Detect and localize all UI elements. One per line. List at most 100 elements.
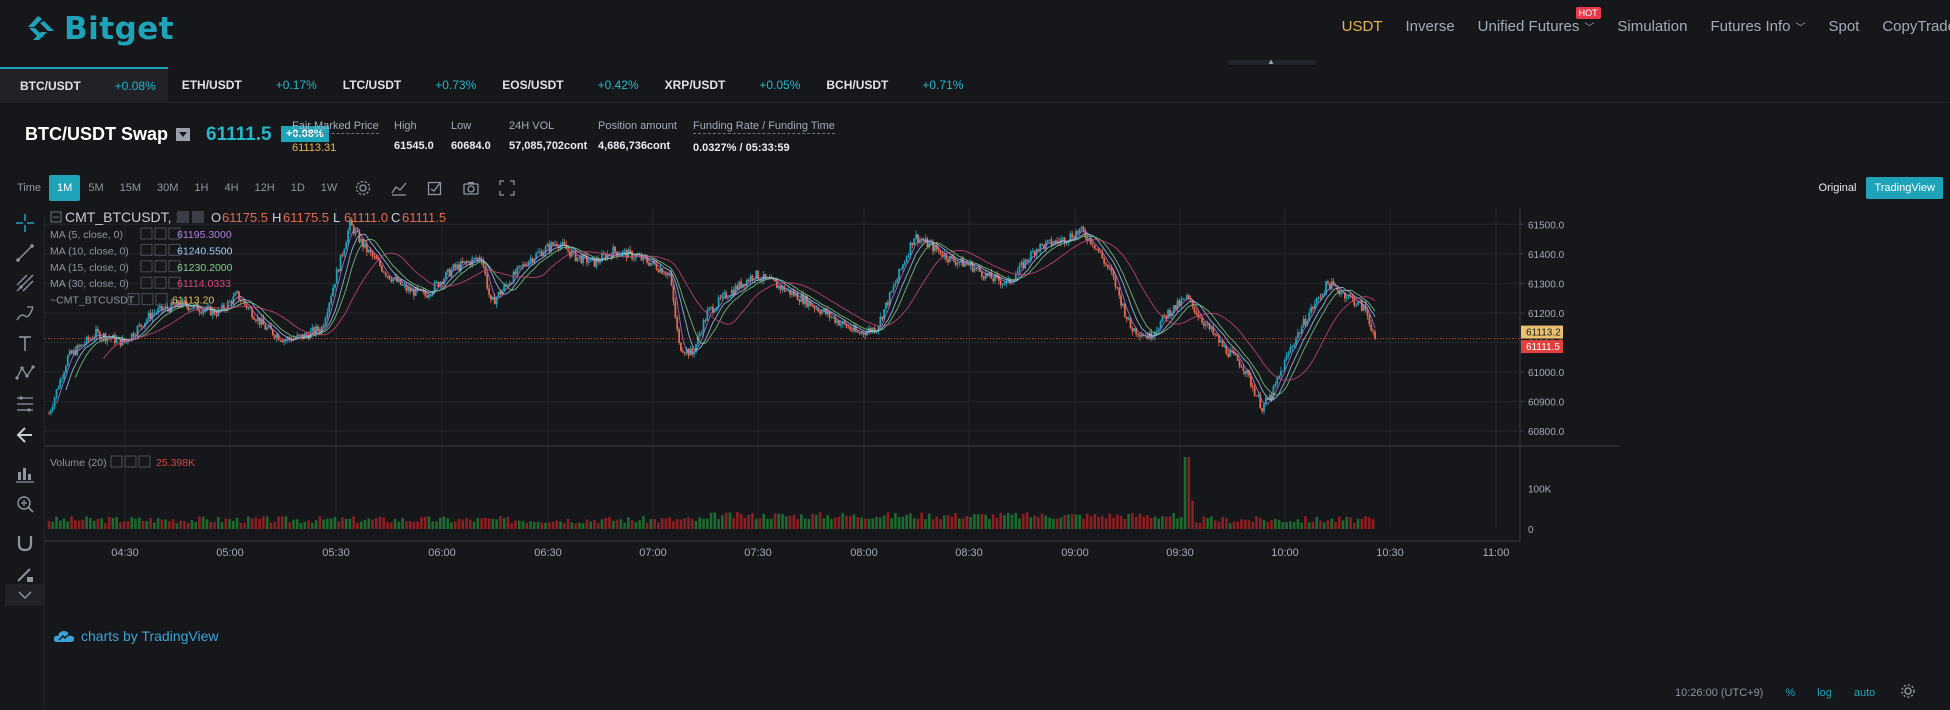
volume-bar bbox=[529, 521, 532, 529]
toolbar-expand-icon[interactable] bbox=[5, 584, 45, 606]
indicator-action-icon[interactable] bbox=[127, 293, 140, 306]
volume-action-icon[interactable] bbox=[124, 455, 137, 468]
candle bbox=[57, 385, 60, 391]
timeframe-30m[interactable]: 30M bbox=[157, 182, 179, 194]
indicator-action-icon[interactable] bbox=[154, 276, 167, 289]
symbol-tab-xrp-usdt[interactable]: XRP/USDT +0.05% bbox=[651, 67, 813, 103]
symbol-tab-btc-usdt[interactable]: BTC/USDT +0.08% bbox=[0, 67, 168, 103]
tradingview-brand[interactable]: charts by TradingView bbox=[53, 628, 218, 644]
nav-item-label: Unified Futures bbox=[1477, 18, 1580, 35]
volume-bar bbox=[604, 517, 608, 529]
legend-action-icon[interactable] bbox=[192, 211, 204, 223]
pattern-icon[interactable] bbox=[11, 360, 39, 388]
candle bbox=[1140, 331, 1143, 339]
candle bbox=[1195, 308, 1198, 316]
symbol-tab-eos-usdt[interactable]: EOS/USDT +0.42% bbox=[488, 67, 650, 103]
volume-bar bbox=[89, 518, 92, 529]
symbol-tab-eth-usdt[interactable]: ETH/USDT +0.17% bbox=[168, 67, 329, 103]
candle bbox=[751, 274, 754, 283]
timeframe-15m[interactable]: 15M bbox=[119, 182, 142, 194]
crosshair-icon[interactable] bbox=[11, 209, 39, 237]
nav-usdt[interactable]: USDT bbox=[1342, 18, 1383, 35]
candle bbox=[576, 257, 579, 263]
timeframe-1w[interactable]: 1W bbox=[320, 182, 338, 194]
symbol-tab-bch-usdt[interactable]: BCH/USDT +0.71% bbox=[812, 67, 975, 103]
text-icon[interactable] bbox=[11, 330, 39, 358]
timeframe-1d[interactable]: 1D bbox=[290, 182, 305, 194]
timeframe-1m[interactable]: 1M bbox=[49, 175, 81, 201]
magnet-icon[interactable] bbox=[11, 529, 39, 557]
fib-icon[interactable] bbox=[11, 390, 39, 418]
back-arrow-icon[interactable] bbox=[11, 421, 39, 449]
symbol-tab-ltc-usdt[interactable]: LTC/USDT +0.73% bbox=[329, 67, 488, 103]
volume-bar bbox=[946, 515, 950, 529]
legend-collapse-icon[interactable] bbox=[50, 211, 62, 223]
tradingview-view-button[interactable]: TradingView bbox=[1866, 177, 1943, 199]
indicator-action-icon[interactable] bbox=[154, 260, 167, 273]
indicator-action-icon[interactable] bbox=[154, 227, 167, 240]
nav-copytrade[interactable]: CopyTrade bbox=[1882, 18, 1950, 35]
volume-bar bbox=[1330, 518, 1334, 529]
nav-inverse[interactable]: Inverse bbox=[1405, 18, 1454, 35]
volume-bar bbox=[352, 516, 355, 529]
pair-selector[interactable]: BTC/USDT Swap bbox=[25, 124, 191, 145]
volume-bar bbox=[954, 513, 957, 529]
nav-spot[interactable]: Spot bbox=[1828, 18, 1859, 35]
timeframe-4h[interactable]: 4H bbox=[224, 182, 239, 194]
indicator-action-icon[interactable] bbox=[154, 243, 167, 256]
original-view-button[interactable]: Original bbox=[1818, 182, 1857, 194]
log-scale-button[interactable]: log bbox=[1817, 686, 1832, 699]
bitget-logo[interactable]: Bitget bbox=[26, 10, 174, 48]
timeframe-5m[interactable]: 5M bbox=[88, 182, 104, 194]
nav-simulation[interactable]: Simulation bbox=[1617, 18, 1687, 35]
pitchfork-icon[interactable] bbox=[11, 269, 39, 297]
legend-action-icon[interactable] bbox=[177, 211, 189, 223]
indicator-action-icon[interactable] bbox=[155, 293, 168, 306]
candle bbox=[354, 228, 357, 238]
zoom-icon[interactable] bbox=[11, 490, 39, 518]
brush-icon[interactable] bbox=[11, 299, 39, 327]
nav-unified-futures[interactable]: Unified Futures ﹀ HOT bbox=[1477, 7, 1601, 35]
indicator-action-icon[interactable] bbox=[168, 260, 181, 273]
indicator-action-icon[interactable] bbox=[168, 243, 181, 256]
volume-bar bbox=[600, 519, 604, 529]
volume-action-icon[interactable] bbox=[110, 455, 123, 468]
volume-bar bbox=[1010, 514, 1014, 529]
volume-bar bbox=[341, 517, 344, 529]
measure-icon[interactable] bbox=[11, 460, 39, 488]
indicator-action-icon[interactable] bbox=[140, 260, 153, 273]
settings-icon[interactable] bbox=[345, 175, 381, 201]
stat-fair-marked-price[interactable]: Fair Marked Price 61113.31 bbox=[292, 120, 379, 154]
template-icon[interactable] bbox=[417, 175, 453, 201]
collapse-arrow-icon[interactable]: ▲ bbox=[1267, 57, 1275, 66]
header-collapse-handle[interactable] bbox=[1228, 60, 1316, 65]
timeframe-1h[interactable]: 1H bbox=[194, 182, 209, 194]
volume-action-icon[interactable] bbox=[138, 455, 151, 468]
indicator-action-icon[interactable] bbox=[140, 276, 153, 289]
fullscreen-icon[interactable] bbox=[489, 175, 525, 201]
price-chart[interactable]: 61500.061400.061300.061200.061100.061000… bbox=[45, 208, 1945, 708]
volume-bar bbox=[988, 519, 991, 529]
indicators-icon[interactable] bbox=[381, 175, 417, 201]
indicator-action-icon[interactable] bbox=[141, 293, 154, 306]
candle bbox=[1138, 332, 1141, 341]
volume-bar bbox=[1232, 521, 1236, 529]
trend-line-icon[interactable] bbox=[11, 239, 39, 267]
indicator-action-icon[interactable] bbox=[140, 243, 153, 256]
candle bbox=[1135, 327, 1138, 338]
chart-settings-icon[interactable] bbox=[1901, 684, 1915, 701]
camera-icon[interactable] bbox=[453, 175, 489, 201]
volume-bar bbox=[51, 521, 55, 529]
candle bbox=[1048, 239, 1051, 243]
nav-futures-info[interactable]: Futures Info ﹀ bbox=[1710, 18, 1805, 35]
auto-scale-button[interactable]: auto bbox=[1853, 686, 1876, 699]
pencil-lock-icon[interactable] bbox=[11, 560, 39, 588]
indicator-action-icon[interactable] bbox=[168, 276, 181, 289]
percent-scale-button[interactable]: % bbox=[1785, 686, 1796, 699]
stat-funding-rate-funding-time[interactable]: Funding Rate / Funding Time 0.0327% / 05:… bbox=[693, 120, 835, 154]
stat-label: Funding Rate / Funding Time bbox=[693, 120, 835, 134]
indicator-action-icon[interactable] bbox=[168, 227, 181, 240]
indicator-action-icon[interactable] bbox=[140, 227, 153, 240]
timeframe-12h[interactable]: 12H bbox=[254, 182, 275, 194]
pair-dropdown-icon[interactable] bbox=[176, 128, 191, 141]
